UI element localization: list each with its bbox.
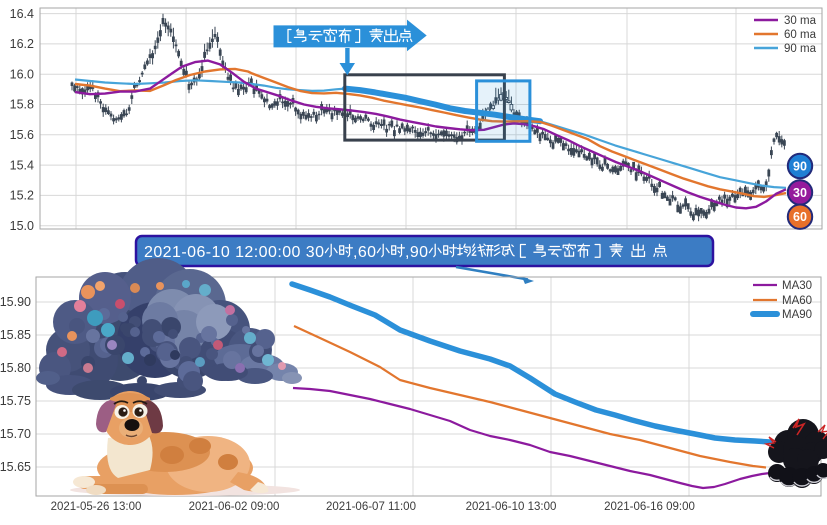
svg-text:60 ma: 60 ma	[784, 29, 817, 41]
svg-text:30: 30	[793, 186, 807, 200]
svg-text:30 ma: 30 ma	[784, 15, 817, 27]
svg-text:15.85: 15.85	[0, 328, 31, 342]
svg-text:15.65: 15.65	[0, 460, 31, 474]
svg-text:90 ma: 90 ma	[784, 43, 817, 55]
svg-text:MA90: MA90	[782, 309, 812, 321]
svg-text:15.4: 15.4	[10, 158, 34, 172]
svg-text:,90: ,90	[405, 244, 428, 261]
svg-text:2021-05-26 13:00: 2021-05-26 13:00	[51, 501, 142, 513]
svg-text:MA30: MA30	[782, 280, 812, 292]
svg-text:15.70: 15.70	[0, 427, 31, 441]
svg-text:2021-06-10 13:00: 2021-06-10 13:00	[466, 501, 557, 513]
svg-text:16.4: 16.4	[10, 7, 34, 21]
svg-text:2021-06-02 09:00: 2021-06-02 09:00	[189, 501, 280, 513]
svg-text:MA60: MA60	[782, 295, 812, 307]
svg-text:60: 60	[793, 210, 807, 224]
svg-text:16.2: 16.2	[10, 37, 34, 51]
svg-text:15.8: 15.8	[10, 98, 34, 112]
svg-text:90: 90	[793, 159, 807, 173]
svg-text:2021-06-07 11:00: 2021-06-07 11:00	[326, 501, 416, 513]
svg-text:,60: ,60	[353, 244, 376, 261]
svg-text:16.0: 16.0	[10, 67, 34, 81]
svg-text:15.2: 15.2	[10, 189, 34, 203]
svg-text:15.75: 15.75	[0, 394, 31, 408]
svg-text:15.90: 15.90	[0, 295, 31, 309]
svg-text:15.80: 15.80	[0, 361, 31, 375]
svg-text:15.6: 15.6	[10, 128, 34, 142]
svg-text:2021-06-10 12:00:00 30: 2021-06-10 12:00:00 30	[144, 244, 324, 261]
svg-text:15.0: 15.0	[10, 219, 34, 233]
svg-text:2021-06-16 09:00: 2021-06-16 09:00	[604, 501, 695, 513]
